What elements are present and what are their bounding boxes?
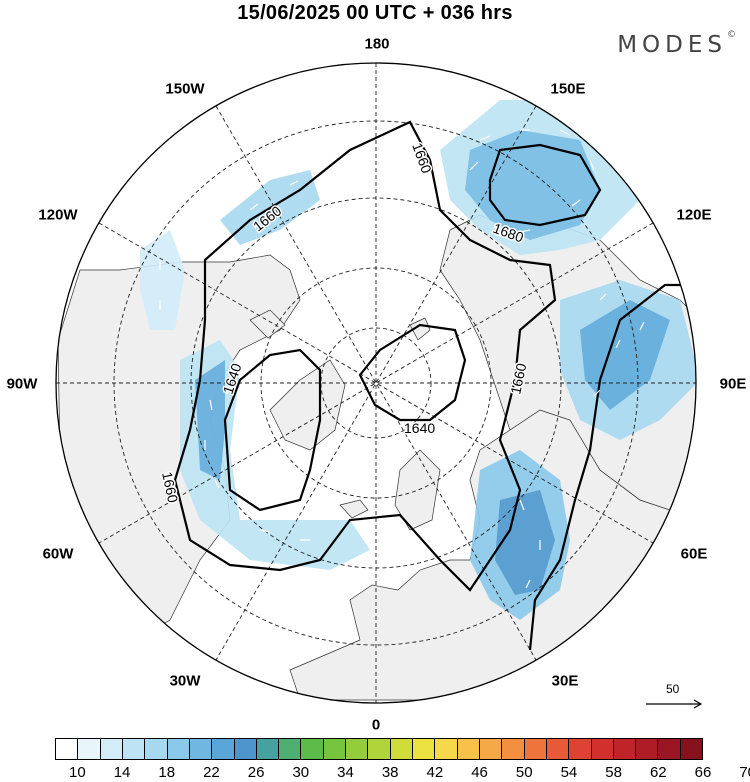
greenland-landmass [269,359,346,451]
contour-1660-outer [173,120,557,592]
colorbar-tick-label: 22 [203,764,220,781]
geopotential-contours [173,120,696,651]
colorbar-cell [546,738,570,760]
colorbar-tick-label: 10 [69,764,86,781]
colorbar-tick-label: 50 [515,764,533,781]
colorbar-cell [636,738,659,760]
colorbar-cell [346,738,369,760]
colorbar-cell [167,738,190,760]
colorbar-cell [145,738,168,760]
jet-core-europe [495,490,555,595]
colorbar-tick-label: 18 [158,764,176,781]
vector-key-arrow-icon [646,699,703,709]
longitude-label-90e: 90E [719,375,747,393]
longitude-label-0: 0 [371,716,381,734]
contour-1680 [488,143,602,227]
colorbar-cell [100,738,123,760]
longitude-label-30w: 30W [169,672,201,690]
scandinavia-peninsula [394,449,441,531]
longitude-label-180: 180 [364,35,390,53]
vector-key-value: 50 [666,682,680,696]
colorbar-cell [457,738,480,760]
longitude-label-150e: 150E [550,80,586,98]
colorbar-tick-label: 70 [739,764,750,781]
colorbar-tick-label: 14 [113,764,131,781]
colorbar-tick-label: 38 [381,764,399,781]
contour-1640-atlantic [223,348,322,512]
colorbar-cell [189,738,213,760]
colorbar-tick-label: 30 [292,764,310,781]
jet-streak-atlantic [180,340,370,570]
graticule [56,63,696,703]
colorbar-cell [613,738,637,760]
colorbar-cell [368,738,391,760]
jet-core-atlantic [195,360,225,480]
colorbar-cell [658,738,681,760]
contour-label: 1640 [404,420,435,436]
logo-copyright-mark: © [727,30,736,40]
wind-speed-shading [140,100,696,620]
colorbar-cell [502,738,525,760]
modes-logo: MODES© [617,30,736,58]
colorbar-cell [569,738,592,760]
map-title: 15/06/2025 00 UTC + 036 hrs [237,2,513,24]
colorbar-cell [212,738,235,760]
colorbar-cell [390,738,413,760]
arctic-archipelago [249,309,286,339]
colorbar-tick-label: 62 [649,764,667,781]
colorbar-cell [78,738,101,760]
contour-1640-pole [358,323,467,422]
longitude-label-120e: 120E [676,206,712,224]
colorbar-cell [55,738,79,760]
contour-1660-east [528,283,696,651]
colorbar-cell [122,738,146,760]
longitude-label-60w: 60W [42,545,74,563]
colorbar-cell [680,738,704,760]
longitude-label-30e: 30E [551,672,579,690]
colorbar-cell [323,738,347,760]
longitude-label-120w: 120W [38,206,78,224]
colorbar-cell [435,738,458,760]
colorbar-cell [256,738,280,760]
colorbar-tick-label: 46 [471,764,488,781]
longitude-label-90w: 90W [6,375,38,393]
wind-vector-key: 50 [640,680,710,720]
colorbar-tick-label: 58 [605,764,622,781]
svalbard-island [409,317,431,341]
colorbar-cell [591,738,614,760]
wind-speed-colorbar [55,738,704,760]
colorbar-labels: 10 14 18 22 26 30 34 38 42 46 50 54 58 62 66 70 [55,764,750,782]
map-border [55,62,697,704]
longitude-label-150w: 150W [165,80,205,98]
jet-core-siberia [580,300,670,410]
colorbar-cell [413,738,436,760]
colorbar-tick-label: 66 [694,764,712,781]
colorbar-tick-label: 34 [337,764,354,781]
longitude-label-60e: 60E [680,545,708,563]
colorbar-tick-label: 26 [247,764,265,781]
jet-streak-north-america [140,230,185,330]
wind-vectors [159,129,645,589]
colorbar-cell [301,738,324,760]
colorbar-cell [524,738,547,760]
colorbar-cell [479,738,503,760]
iceland-island [339,499,369,519]
logo-text: MODES [617,32,727,58]
colorbar-cell [234,738,257,760]
colorbar-tick-label: 54 [560,764,578,781]
colorbar-tick-label: 42 [426,764,444,781]
colorbar-cell [279,738,302,760]
